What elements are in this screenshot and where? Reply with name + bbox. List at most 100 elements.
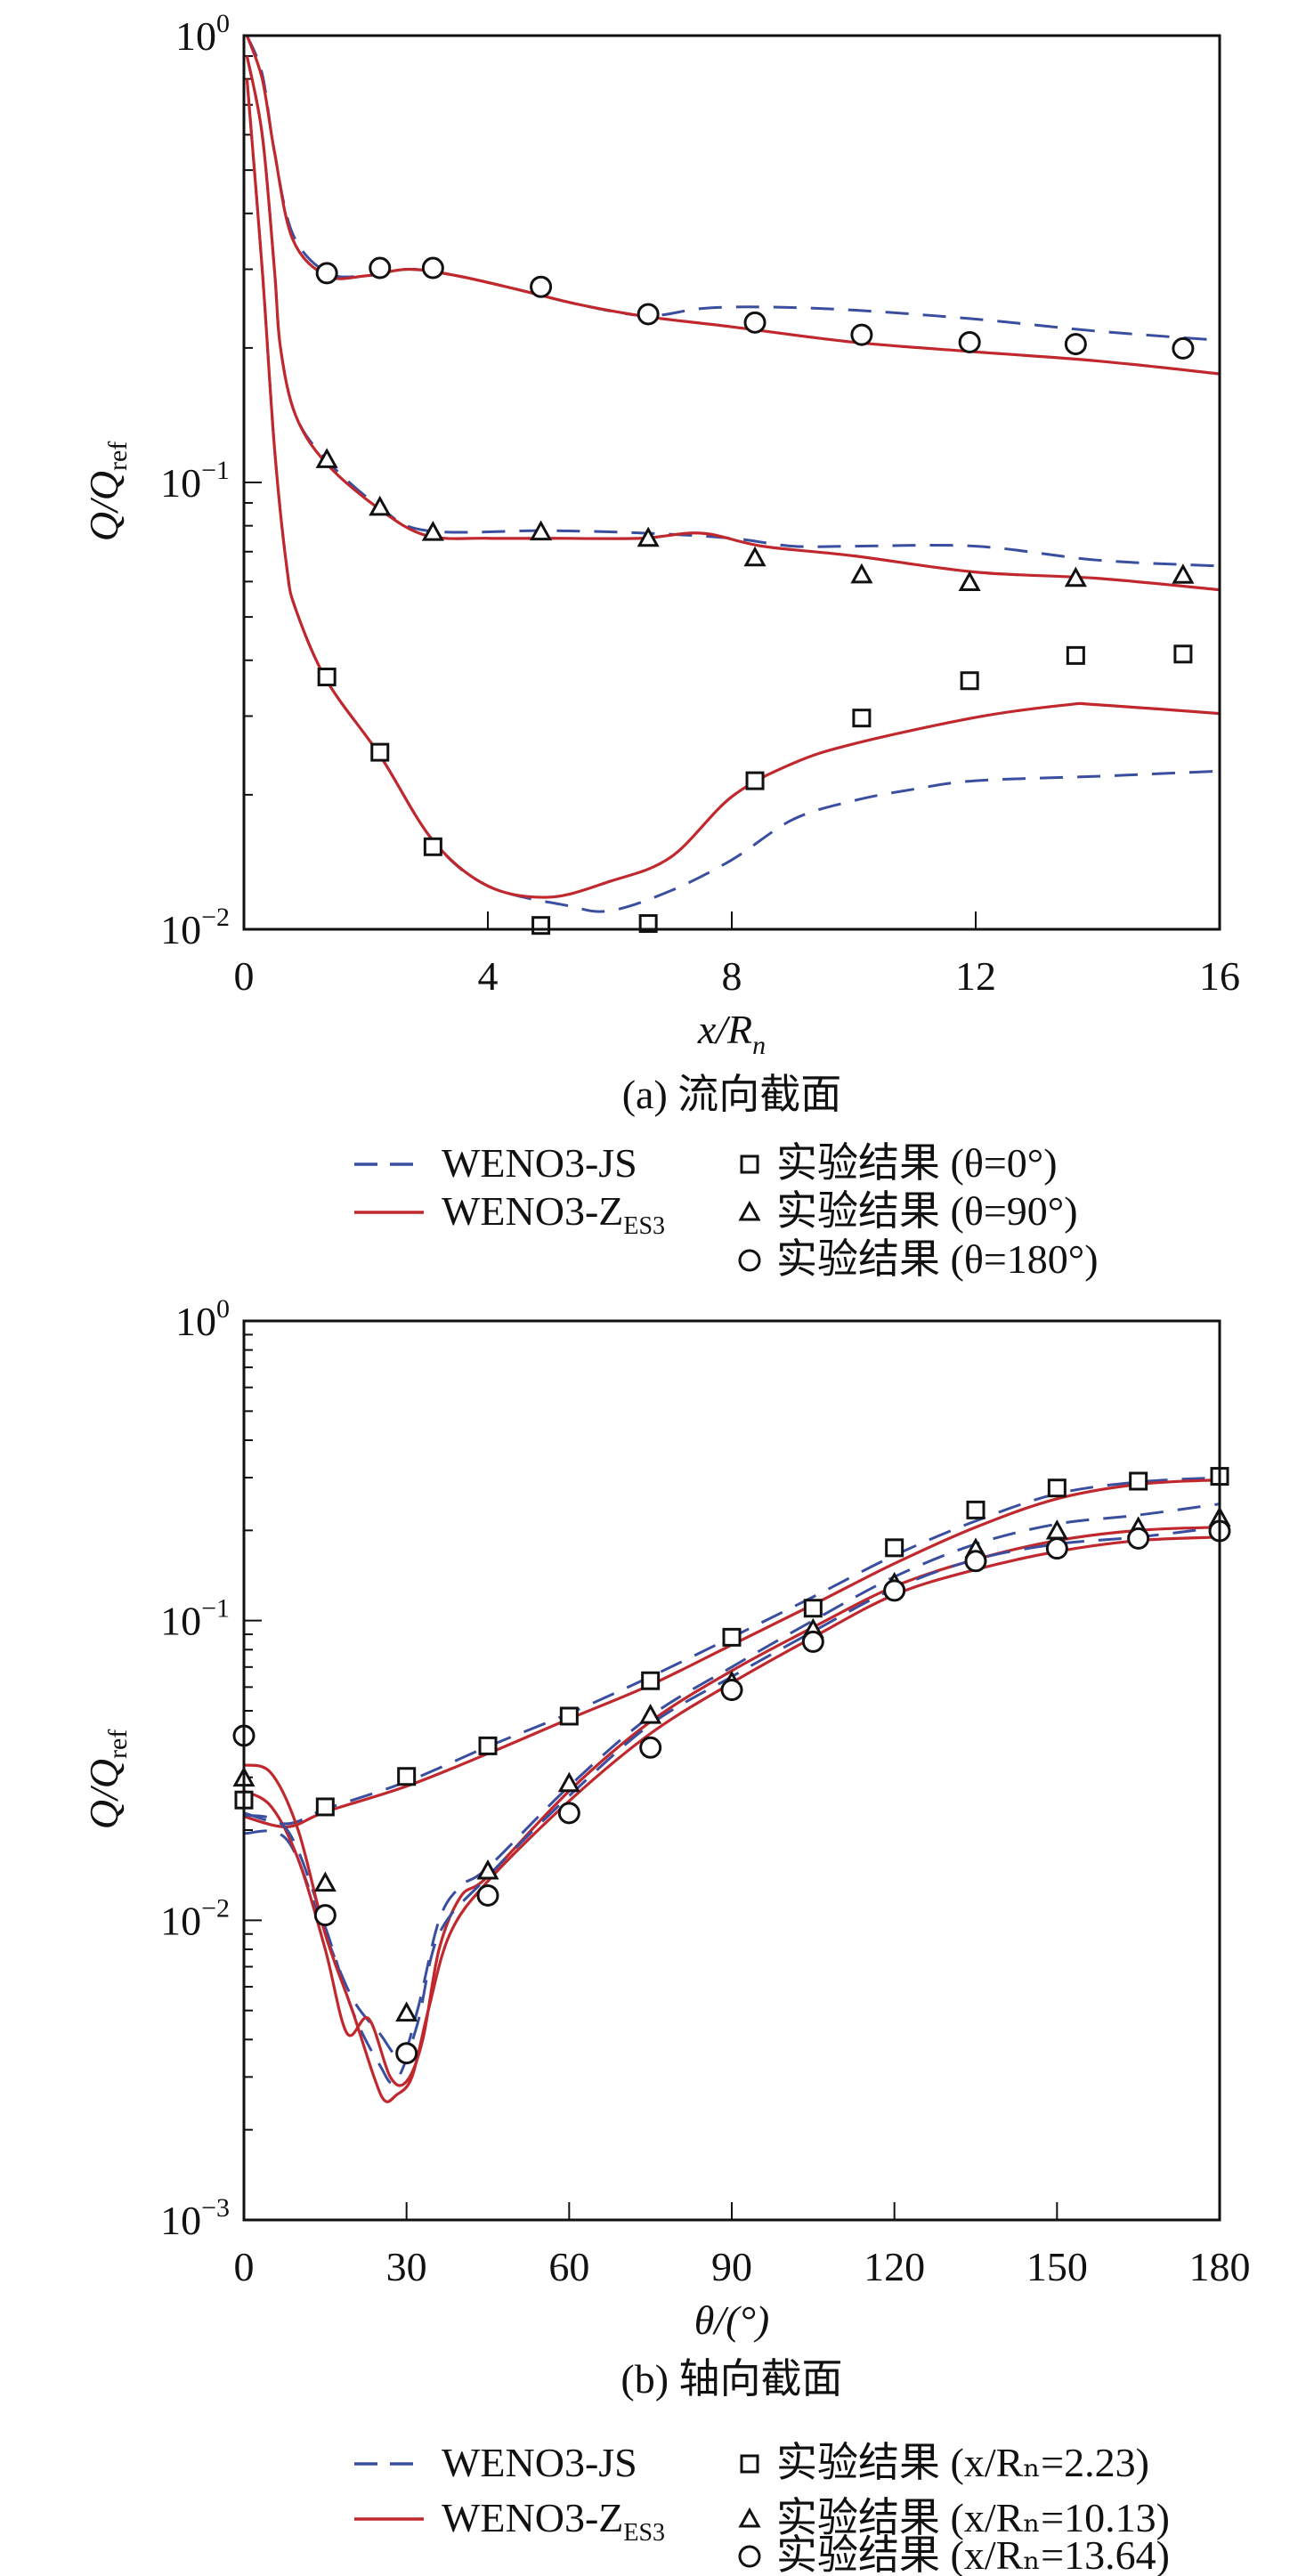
experiment-point-circle xyxy=(313,1904,337,1927)
experiment-point-triangle xyxy=(958,571,981,591)
figure-caption: (a) 流向截面 xyxy=(622,1072,842,1117)
experiment-point-square xyxy=(1129,1471,1148,1491)
experiment-point-square xyxy=(1173,644,1193,664)
experiment-point-square xyxy=(423,837,442,856)
weno3-zes3-curve xyxy=(244,1478,1220,1828)
weno3-zes3-curve xyxy=(244,1535,1220,2103)
experiment-point-circle xyxy=(958,330,981,353)
y-tick-label: 10−1 xyxy=(160,1594,230,1644)
experiment-point-circle xyxy=(421,256,444,279)
experiment-series-circle xyxy=(315,256,1195,360)
experiment-point-triangle xyxy=(421,521,444,541)
experiment-point-triangle xyxy=(476,1859,499,1880)
x-tick-label: 0 xyxy=(234,953,255,999)
legend-label: WENO3-JS xyxy=(442,1140,637,1186)
experiment-point-square xyxy=(745,771,765,790)
y-tick-base: 10 xyxy=(160,460,201,506)
curves xyxy=(245,36,1220,913)
experiment-point-triangle xyxy=(313,1871,337,1892)
experiment-series-square xyxy=(317,644,1193,936)
y-tick-label: 100 xyxy=(175,9,230,59)
experiment-point-square xyxy=(966,1500,986,1519)
weno3-js-curve xyxy=(244,1503,1220,2059)
experiment-point-circle xyxy=(476,1883,499,1907)
x-tick-label: 30 xyxy=(386,2244,427,2289)
experiment-point-circle xyxy=(315,262,338,285)
experiment-point-square xyxy=(370,742,390,762)
experiment-point-circle xyxy=(850,323,873,346)
y-tick-exponent: −1 xyxy=(201,1594,230,1624)
experiment-point-circle xyxy=(1127,1527,1150,1550)
experiment-point-square xyxy=(803,1599,823,1618)
experiment-point-triangle xyxy=(557,1771,580,1793)
x-axis-label: x/Rn xyxy=(697,1007,766,1060)
weno3-zes3-curve xyxy=(244,1526,1220,2087)
experiment-point-circle xyxy=(1172,336,1195,360)
experiment-point-square xyxy=(638,914,658,934)
experiment-point-triangle xyxy=(743,546,766,567)
y-tick-label: 10−1 xyxy=(160,456,230,506)
experiment-point-circle xyxy=(883,1579,906,1602)
x-tick-label: 120 xyxy=(864,2244,925,2289)
x-tick-label: 180 xyxy=(1189,2244,1251,2289)
y-tick-base: 10 xyxy=(160,1898,201,1943)
experiment-point-square xyxy=(559,1706,579,1726)
figure-caption: (b) 轴向截面 xyxy=(620,2356,842,2402)
x-axis-label: θ/(°) xyxy=(694,2297,769,2343)
legend-marker-triangle xyxy=(738,1200,761,1221)
legend-marker-circle xyxy=(738,2545,761,2568)
legend-label: WENO3-ZES3 xyxy=(442,1188,665,1240)
experiment-point-triangle xyxy=(395,2001,418,2022)
experiment-series-circle xyxy=(232,1519,1231,2065)
experiment-point-square xyxy=(852,709,872,728)
y-axis-label: Q/Qref xyxy=(81,1729,133,1830)
experiment-point-square xyxy=(641,1671,661,1690)
experiment-point-circle xyxy=(1045,1537,1068,1560)
experiment-point-triangle xyxy=(637,526,660,547)
experiment-point-square xyxy=(397,1767,417,1786)
y-axis-label: Q/Qref xyxy=(81,441,133,542)
experiment-point-square xyxy=(885,1538,904,1558)
plot-area xyxy=(232,1319,1231,2222)
legend-marker-square xyxy=(740,2454,759,2474)
weno3-js-curve xyxy=(244,1526,1220,2085)
experiment-point-circle xyxy=(720,1679,743,1702)
plot-frame xyxy=(242,34,1221,931)
x-tick-label: 16 xyxy=(1199,953,1240,999)
experiment-series-triangle xyxy=(232,1506,1231,2022)
y-tick-exponent: −1 xyxy=(201,456,230,485)
weno3-js-curve xyxy=(244,1476,1220,1826)
x-tick-label: 12 xyxy=(955,953,996,999)
y-tick-exponent: 0 xyxy=(216,9,230,38)
legend-label: 实验结果 (θ=180°) xyxy=(776,1236,1099,1282)
legend-label: WENO3-ZES3 xyxy=(442,2495,665,2547)
legend-marker-square xyxy=(740,1154,759,1174)
experiment-point-square xyxy=(531,916,551,936)
weno3-zes3-curve xyxy=(245,55,1220,592)
y-tick-exponent: −2 xyxy=(201,1893,230,1923)
y-tick-base: 10 xyxy=(160,907,201,952)
experiment-point-triangle xyxy=(369,495,392,516)
experiment-point-circle xyxy=(637,303,660,326)
legend-label: 实验结果 (θ=0°) xyxy=(776,1140,1058,1186)
experiment-point-square xyxy=(478,1736,498,1755)
experiment-point-circle xyxy=(395,2042,418,2065)
y-tick-exponent: 0 xyxy=(216,1294,230,1324)
legend: WENO3-JS WENO3-ZES3 实验结果 (x/Rₙ=2.23) 实验结果 (… xyxy=(354,2440,1170,2576)
experiment-point-square xyxy=(960,671,979,691)
x-tick-label: 60 xyxy=(548,2244,589,2289)
experiment-point-triangle xyxy=(1064,566,1087,587)
weno3-js-curve xyxy=(245,78,1220,913)
y-tick-label: 100 xyxy=(175,1294,230,1344)
weno3-js-curve xyxy=(246,36,1220,342)
weno3-zes3-curve xyxy=(245,36,1220,376)
experiment-point-circle xyxy=(1064,333,1087,356)
experiment-point-square xyxy=(317,668,337,687)
experiment-point-circle xyxy=(801,1630,824,1653)
experiment-point-square xyxy=(315,1797,335,1817)
legend-label: 实验结果 (x/Rₙ=2.23) xyxy=(776,2440,1149,2485)
legend-marker-circle xyxy=(738,1249,761,1272)
